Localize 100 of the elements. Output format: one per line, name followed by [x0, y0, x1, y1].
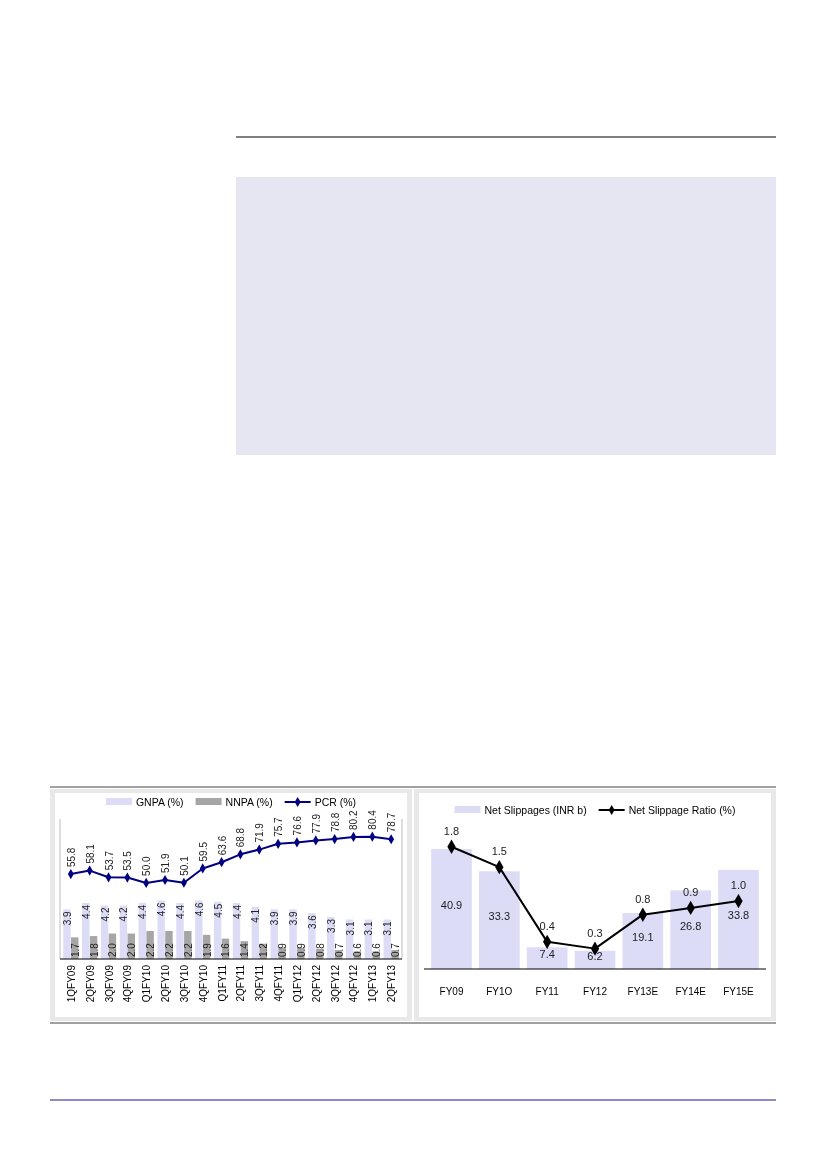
data-label: 68.8	[235, 827, 247, 848]
data-label: 80.2	[348, 810, 360, 830]
legend-label: Net Slippage Ratio (%)	[628, 804, 736, 816]
data-label: 0.4	[539, 919, 555, 932]
x-tick-label: FY15E	[723, 986, 755, 997]
x-tick-label: FY14E	[675, 986, 707, 997]
data-label: 50.0	[141, 856, 153, 876]
bar	[195, 900, 203, 959]
x-tick-label: 3QFY12	[329, 964, 341, 1003]
data-label: 1.8	[88, 942, 100, 957]
data-label: 1.7	[69, 942, 81, 957]
data-label: 50.1	[178, 855, 190, 876]
data-label: 53.5	[122, 850, 134, 871]
bar	[718, 869, 759, 969]
data-label: 0.7	[390, 942, 402, 957]
data-label: 0.9	[683, 885, 699, 898]
data-label: 1.5	[491, 845, 507, 858]
data-label: 4.2	[99, 907, 111, 922]
x-tick-label: 3QFY10	[178, 964, 190, 1003]
bar	[479, 871, 520, 969]
legend-label: Net Slippages (INR b)	[484, 804, 587, 816]
data-label: 7.4	[539, 948, 555, 961]
data-label: 55.8	[65, 847, 77, 868]
data-label: 77.9	[310, 813, 322, 834]
data-label: 19.1	[632, 930, 654, 943]
x-tick-label: 4QFY12	[348, 964, 360, 1003]
x-tick-label: 2QFY09	[84, 964, 96, 1003]
bar	[431, 849, 472, 969]
legend-label: GNPA (%)	[135, 796, 184, 808]
data-label: 2.0	[126, 942, 138, 957]
data-label: 6.2	[587, 949, 603, 962]
x-tick-label: 3QFY11	[254, 964, 266, 1002]
data-label: 1.2	[258, 942, 270, 957]
data-label: 2.2	[182, 942, 194, 957]
data-label: 80.4	[367, 809, 379, 830]
data-label: 26.8	[679, 919, 702, 932]
data-label: 4.6	[156, 902, 168, 917]
data-label: 1.0	[730, 879, 747, 892]
data-label: 0.3	[587, 926, 603, 939]
x-tick-label: 4QFY11	[273, 964, 285, 1002]
data-label: 2.2	[145, 942, 157, 957]
x-tick-label: FY11	[535, 986, 560, 997]
data-label: 78.7	[386, 812, 398, 833]
data-label: 53.7	[103, 850, 115, 871]
data-label: 0.8	[314, 942, 326, 957]
bar	[176, 903, 184, 959]
data-label: 2.2	[163, 942, 175, 957]
data-label: 59.5	[197, 841, 209, 862]
data-label: 4.4	[174, 904, 186, 919]
data-label: 4.1	[250, 908, 262, 923]
data-label: 0.6	[371, 942, 383, 957]
data-label: 0.7	[333, 942, 345, 957]
data-label: 0.8	[635, 892, 651, 905]
data-label: 78.8	[329, 812, 341, 833]
x-tick-label: 2QFY10	[160, 964, 172, 1003]
x-tick-label: 3QFY09	[103, 964, 115, 1003]
x-tick-label: 2QFY11	[235, 964, 247, 1002]
data-label: 1.4	[239, 942, 251, 957]
data-label: 0.9	[277, 942, 289, 957]
x-tick-label: Q1FY12	[291, 964, 303, 1003]
data-label: 1.6	[220, 942, 232, 957]
data-label: 4.5	[212, 903, 224, 918]
data-label: 3.9	[288, 910, 300, 926]
data-label: 76.6	[291, 815, 303, 836]
data-label: 1.9	[201, 942, 213, 957]
data-label: 3.1	[382, 921, 394, 936]
data-label: 3.9	[61, 910, 73, 926]
x-tick-label: 4QFY09	[122, 964, 134, 1003]
data-label: 2.0	[107, 942, 119, 957]
data-label: 4.4	[137, 904, 149, 919]
x-tick-label: 2QFY12	[310, 964, 322, 1003]
x-tick-label: 1QFY09	[65, 964, 77, 1003]
data-label: 3.6	[306, 914, 318, 930]
data-label: 51.9	[160, 853, 172, 874]
data-label: 71.9	[254, 822, 266, 843]
data-label: 3.1	[363, 921, 375, 936]
x-tick-label: Q1FY10	[141, 964, 153, 1003]
data-label: 4.6	[193, 902, 205, 917]
data-label: 4.2	[118, 907, 130, 922]
x-tick-label: FY1O	[486, 986, 513, 997]
data-label: 3.3	[325, 918, 337, 933]
data-label: 1.8	[443, 824, 460, 837]
bar	[157, 900, 165, 959]
x-tick-label: FY09	[439, 986, 464, 997]
data-label: 0.9	[295, 942, 307, 957]
x-tick-label: FY13E	[627, 986, 659, 997]
x-tick-label: 4QFY10	[197, 964, 209, 1003]
x-tick-label: FY12	[583, 986, 608, 997]
x-tick-label: 1QFY13	[367, 964, 379, 1003]
x-tick-label: 2QFY13	[386, 964, 398, 1003]
data-label: 75.7	[273, 816, 285, 837]
data-label: 58.1	[84, 843, 96, 864]
data-label: 63.6	[216, 835, 228, 856]
data-label: 33.8	[727, 909, 750, 922]
data-label: 0.6	[352, 942, 364, 957]
data-label: 4.4	[231, 904, 243, 919]
data-label: 40.9	[440, 899, 463, 911]
legend-label: NNPA (%)	[225, 796, 273, 808]
data-label: 3.9	[269, 910, 281, 926]
x-tick-label: Q1FY11	[216, 964, 228, 1002]
